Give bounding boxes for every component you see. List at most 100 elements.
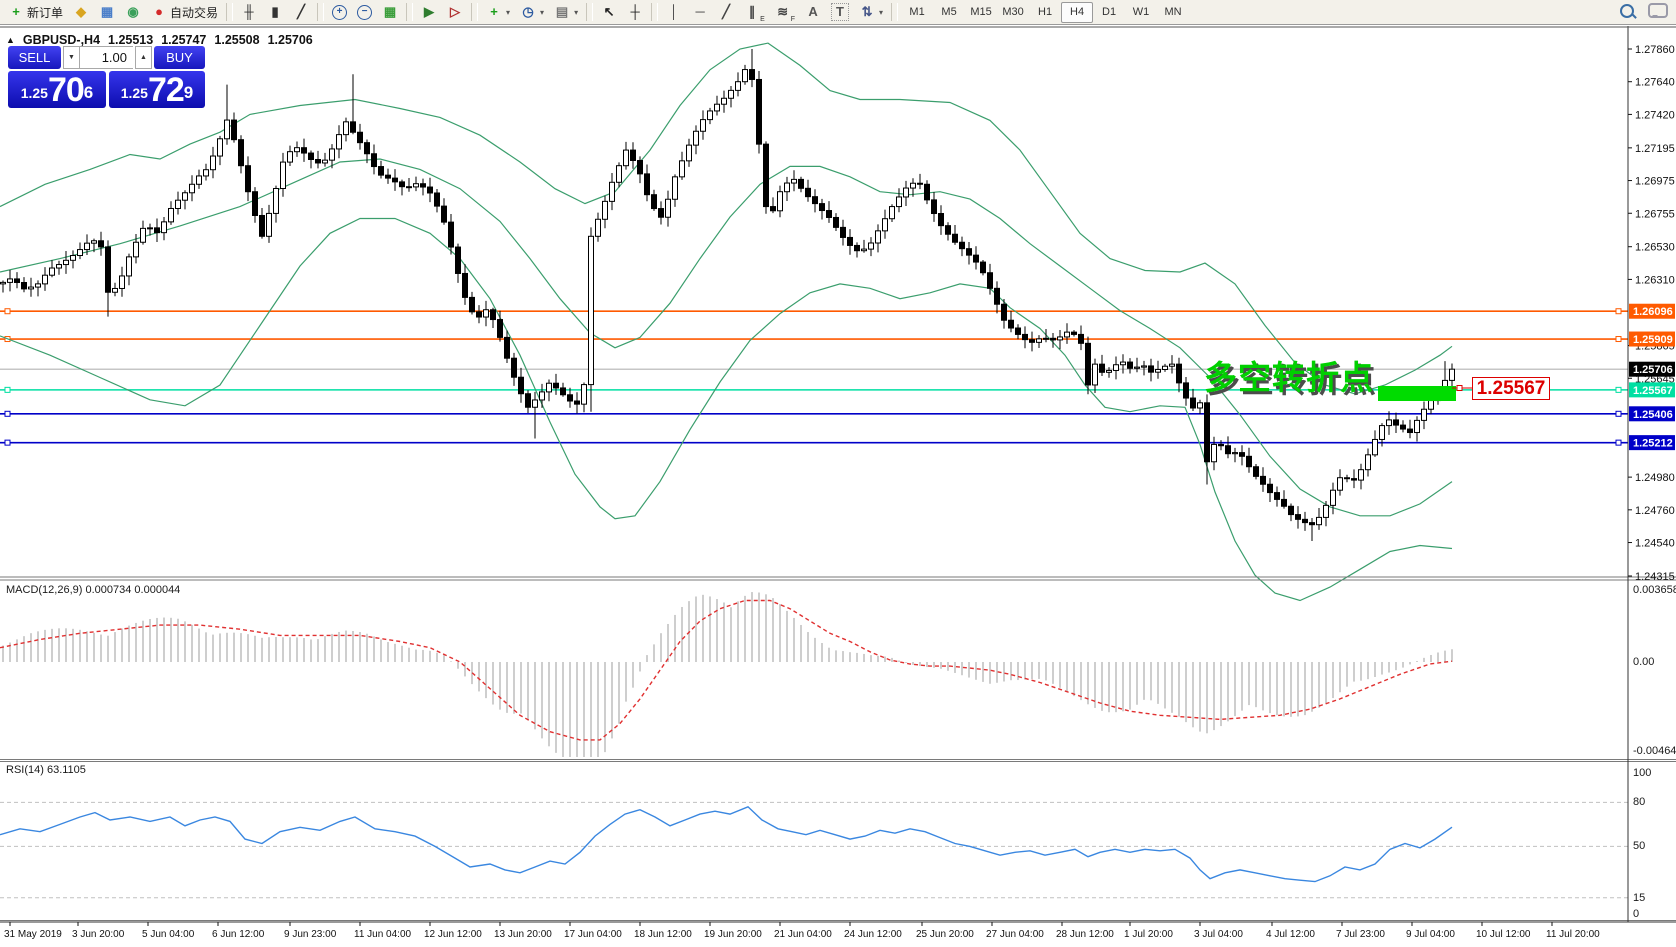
price-axis-badges: 1.26096 1.25909 1.25567 1.25406 1.25212 1.257… [1629, 303, 1675, 451]
chart-area[interactable]: 1.27860 1.27640 1.27420 1.27195 1.26975 1.267… [0, 26, 1676, 947]
periods-button[interactable]: ◷ ▾ [516, 1, 548, 24]
chevron-down-icon[interactable]: ▾ [506, 7, 511, 17]
bollinger-upper [0, 42, 1453, 395]
macd-indicator [0, 592, 1453, 757]
turning-point-annotation[interactable]: 多空转折点 [1204, 359, 1374, 396]
svg-text:7 Jul 23:00: 7 Jul 23:00 [1336, 929, 1385, 940]
horizontal-levels[interactable] [0, 308, 1628, 446]
svg-text:1.27420: 1.27420 [1635, 109, 1675, 121]
svg-text:24 Jun 12:00: 24 Jun 12:00 [844, 929, 902, 940]
svg-text:1.27640: 1.27640 [1635, 77, 1675, 89]
level-handle[interactable] [4, 386, 11, 393]
macd-scale-max: 0.003658 [1633, 584, 1676, 596]
text-button[interactable]: A [801, 1, 825, 24]
rsi-value: 63.1105 [46, 764, 86, 776]
highlight-zone-rect[interactable] [1378, 386, 1456, 401]
toolbar-separator [651, 3, 659, 21]
vertical-line-button[interactable]: │ [662, 1, 686, 24]
templates-button[interactable]: ▤ ▾ [550, 1, 582, 24]
level-handle[interactable] [1615, 410, 1622, 417]
chart-background [0, 26, 1676, 947]
crosshair-button[interactable]: ┼ [623, 1, 647, 24]
tile-windows-button[interactable]: ▦ [378, 1, 402, 24]
tile-windows-icon: ▦ [383, 4, 397, 19]
zoom-in-button[interactable]: + [328, 1, 351, 24]
text-label-button[interactable]: T [827, 1, 853, 24]
level-handle[interactable] [1615, 386, 1622, 393]
volume-input[interactable]: 1.00 [80, 46, 133, 69]
zoom-out-button[interactable]: − [353, 1, 376, 24]
level-handle[interactable] [1615, 439, 1622, 446]
arrows-button[interactable]: ⇅ ▾ [855, 1, 887, 24]
buy-button[interactable]: BUY [154, 46, 205, 69]
volume-increase-button[interactable]: ▲ [135, 46, 152, 69]
timeframe-d1[interactable]: D1 [1102, 5, 1117, 18]
ohlc-high: 1.25747 [161, 33, 207, 47]
sell-price-display[interactable]: 1.25 70 6 [8, 71, 106, 108]
trendline-button[interactable]: ╱ [714, 1, 738, 24]
auto-scroll-button[interactable]: ▶ [417, 1, 441, 24]
timeframe-m30[interactable]: M30 [1002, 5, 1024, 18]
level-handle[interactable] [4, 410, 11, 417]
volume-decrease-button[interactable]: ▼ [63, 46, 80, 69]
bar-chart-button[interactable]: ╫ [237, 1, 261, 24]
timeframe-mn[interactable]: MN [1164, 5, 1182, 18]
crosshair-icon: ┼ [630, 4, 640, 19]
chart-shift-icon: ▷ [450, 4, 461, 19]
chevron-down-icon[interactable]: ▾ [879, 7, 884, 17]
svg-text:1.24760: 1.24760 [1635, 505, 1675, 517]
level-handle[interactable] [1615, 336, 1622, 343]
line-chart-button[interactable]: ╱ [289, 1, 313, 24]
template-icon: ▤ [555, 4, 569, 19]
buy-price-display[interactable]: 1.25 72 9 [109, 71, 205, 108]
svg-text:9 Jun 23:00: 9 Jun 23:00 [284, 929, 337, 940]
svg-text:12 Jun 12:00: 12 Jun 12:00 [424, 929, 482, 940]
cursor-button[interactable]: ↖ [597, 1, 621, 24]
new-order-icon: + [12, 4, 20, 19]
timeframe-h1[interactable]: H1 [1038, 5, 1053, 18]
pane-separators[interactable] [0, 576, 1676, 921]
chat-icon[interactable] [1648, 3, 1668, 23]
timeframe-m15[interactable]: M15 [970, 5, 992, 18]
candlestick-chart-button[interactable]: ▮ [263, 1, 287, 24]
equidistant-channel-icon: ∥ [748, 4, 756, 19]
svg-text:1.25212: 1.25212 [1633, 438, 1673, 450]
autotrading-button[interactable]: ● 自动交易 [147, 1, 222, 24]
toolbar-separator [586, 3, 594, 21]
signals-button[interactable]: ◉ [121, 1, 145, 24]
channel-button[interactable]: ∥ E [740, 1, 769, 24]
fibonacci-button[interactable]: ≋ F [771, 1, 799, 24]
timeframe-m5[interactable]: M5 [941, 5, 957, 18]
chevron-down-icon[interactable]: ▾ [574, 7, 579, 17]
level-handle[interactable] [4, 439, 11, 446]
market-watch-button[interactable]: ◆ [69, 1, 93, 24]
chart-shift-button[interactable]: ▷ [443, 1, 467, 24]
price-axis-labels: 1.27860 1.27640 1.27420 1.27195 1.26975 1.267… [1628, 44, 1675, 583]
indicators-button[interactable]: + ▾ [482, 1, 514, 24]
new-chart-button[interactable]: ▦ [95, 1, 119, 24]
signal-icon: ◉ [127, 4, 139, 19]
chevron-down-icon[interactable]: ▾ [540, 7, 545, 17]
new-order-button[interactable]: + 新订单 [4, 1, 67, 24]
sell-button[interactable]: SELL [8, 46, 61, 69]
ohlc-low: 1.25508 [214, 33, 260, 47]
timeframe-m1[interactable]: M1 [909, 5, 925, 18]
toolbar: + 新订单 ◆ ▦ ◉ ● 自动交易 ╫ ▮ ╱ + − ▦ ▶ ▷ + ▾ ◷ ▾ ▤ ▾ ↖ ┼ │ ─ ╱ ∥ E ≋ F A T ⇅ ▾ M… [0, 0, 1676, 25]
rsi-scale-100: 100 [1633, 767, 1652, 779]
text-icon: A [808, 4, 818, 19]
horizontal-line-button[interactable]: ─ [688, 1, 712, 24]
toolbar-separator [317, 3, 325, 21]
timeframe-w1[interactable]: W1 [1132, 5, 1150, 18]
svg-text:10 Jul 12:00: 10 Jul 12:00 [1476, 929, 1531, 940]
level-handle[interactable] [1615, 308, 1622, 315]
level-handle[interactable] [4, 308, 11, 315]
sell-price-big: 70 [47, 71, 85, 109]
callout-handle[interactable] [1456, 385, 1463, 391]
arrows-icon: ⇅ [861, 4, 873, 19]
search-icon[interactable] [1620, 3, 1634, 23]
rsi-scale-50: 50 [1633, 840, 1646, 852]
svg-text:1.26975: 1.26975 [1635, 176, 1675, 188]
timeframe-h4[interactable]: H4 [1061, 1, 1094, 23]
price-callout-label[interactable]: 1.25567 [1472, 377, 1550, 400]
